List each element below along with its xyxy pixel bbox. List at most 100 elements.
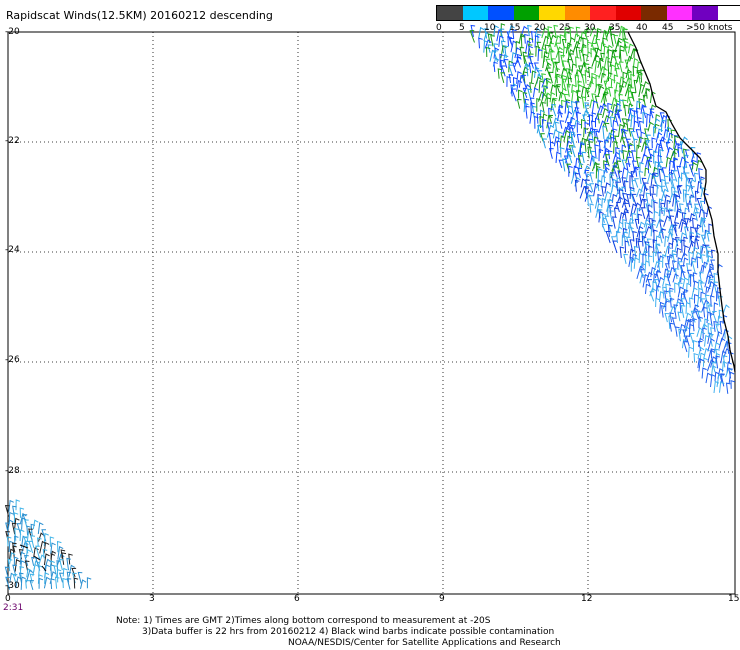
color-scale-label: 25	[559, 23, 571, 33]
wind-barb	[664, 263, 670, 273]
wind-barb	[672, 193, 679, 207]
wind-barb	[594, 95, 600, 109]
wind-barb	[524, 33, 529, 44]
wind-barb	[706, 311, 712, 324]
wind-barb	[683, 207, 690, 219]
wind-barb	[547, 48, 554, 59]
wind-barb	[658, 198, 664, 208]
wind-barb	[529, 97, 535, 109]
color-swatch	[513, 6, 539, 20]
wind-barb	[667, 232, 674, 242]
wind-barb	[624, 240, 630, 254]
wind-barb	[25, 548, 32, 559]
wind-barb	[677, 261, 683, 273]
wind-barb	[545, 58, 551, 68]
wind-barb	[576, 111, 582, 123]
wind-barb	[578, 141, 585, 153]
wind-barb	[627, 144, 632, 157]
wind-barb	[575, 157, 581, 169]
wind-barb	[625, 55, 633, 69]
wind-barb	[11, 522, 17, 535]
wind-barb	[594, 196, 602, 209]
wind-barb	[20, 560, 26, 571]
wind-barb	[651, 137, 656, 149]
lat-label: -28	[5, 466, 20, 476]
wind-barb	[627, 71, 633, 84]
wind-barb	[575, 26, 581, 38]
wind-barb	[575, 95, 582, 107]
wind-barb	[500, 59, 505, 73]
lon-label: 15	[728, 594, 740, 604]
wind-barb	[654, 123, 660, 134]
wind-barb	[623, 38, 628, 49]
wind-barb	[557, 104, 564, 114]
wind-barb	[663, 207, 669, 217]
wind-barb	[666, 199, 672, 213]
wind-barb	[28, 540, 34, 554]
wind-barb	[531, 70, 537, 83]
wind-barb	[681, 172, 686, 182]
wind-barb	[678, 328, 683, 342]
wind-barb	[665, 300, 670, 312]
wind-barb	[636, 107, 641, 119]
wind-barb	[700, 291, 706, 303]
wind-barb	[641, 153, 648, 164]
wind-barb	[663, 194, 671, 208]
wind-barb	[688, 323, 694, 337]
wind-barb	[679, 323, 686, 334]
wind-barb	[15, 499, 21, 511]
wind-barb	[523, 55, 529, 67]
wind-barb	[490, 35, 495, 47]
wind-barb	[541, 47, 546, 59]
wind-barb	[674, 268, 680, 280]
wind-barb	[642, 273, 650, 288]
wind-barb	[520, 35, 526, 49]
wind-barb	[692, 280, 699, 292]
wind-barb	[493, 25, 499, 37]
wind-barb	[707, 349, 715, 362]
wind-barb	[12, 573, 18, 583]
wind-barb	[690, 226, 695, 239]
wind-barb	[659, 149, 664, 163]
wind-barb	[8, 499, 14, 512]
wind-barb	[698, 316, 704, 329]
wind-barb	[546, 124, 555, 138]
wind-barb	[597, 180, 602, 192]
wind-barb	[668, 266, 676, 279]
wind-barb	[690, 257, 696, 267]
wind-barb	[510, 40, 517, 53]
wind-barb	[671, 317, 677, 328]
wind-barb	[625, 149, 633, 164]
wind-barb	[719, 374, 725, 384]
wind-barb	[606, 109, 614, 123]
wind-barb	[658, 291, 665, 303]
wind-barb	[666, 126, 672, 138]
wind-barb	[493, 61, 498, 72]
wind-barb	[629, 87, 634, 99]
wind-barb	[647, 121, 654, 132]
wind-barb	[577, 167, 583, 179]
wind-barb	[645, 156, 652, 168]
wind-barb	[599, 57, 604, 72]
wind-barb	[483, 40, 489, 53]
wind-barb	[650, 222, 656, 237]
wind-barb	[39, 540, 47, 554]
color-swatch	[488, 6, 514, 20]
wind-barb	[668, 171, 674, 182]
wind-barb	[19, 565, 25, 577]
wind-barb	[621, 198, 629, 208]
wind-barb	[630, 170, 636, 183]
wind-barb	[611, 193, 618, 203]
wind-barb	[644, 137, 649, 149]
wind-barb	[653, 126, 658, 137]
wind-barb	[679, 302, 685, 314]
wind-barb	[600, 42, 606, 52]
wind-barb	[641, 177, 647, 189]
wind-barb	[652, 251, 658, 263]
wind-barb	[655, 243, 661, 257]
wind-barb	[636, 265, 645, 280]
wind-barb	[682, 189, 688, 203]
wind-barb	[26, 525, 31, 536]
wind-barb	[558, 106, 563, 118]
